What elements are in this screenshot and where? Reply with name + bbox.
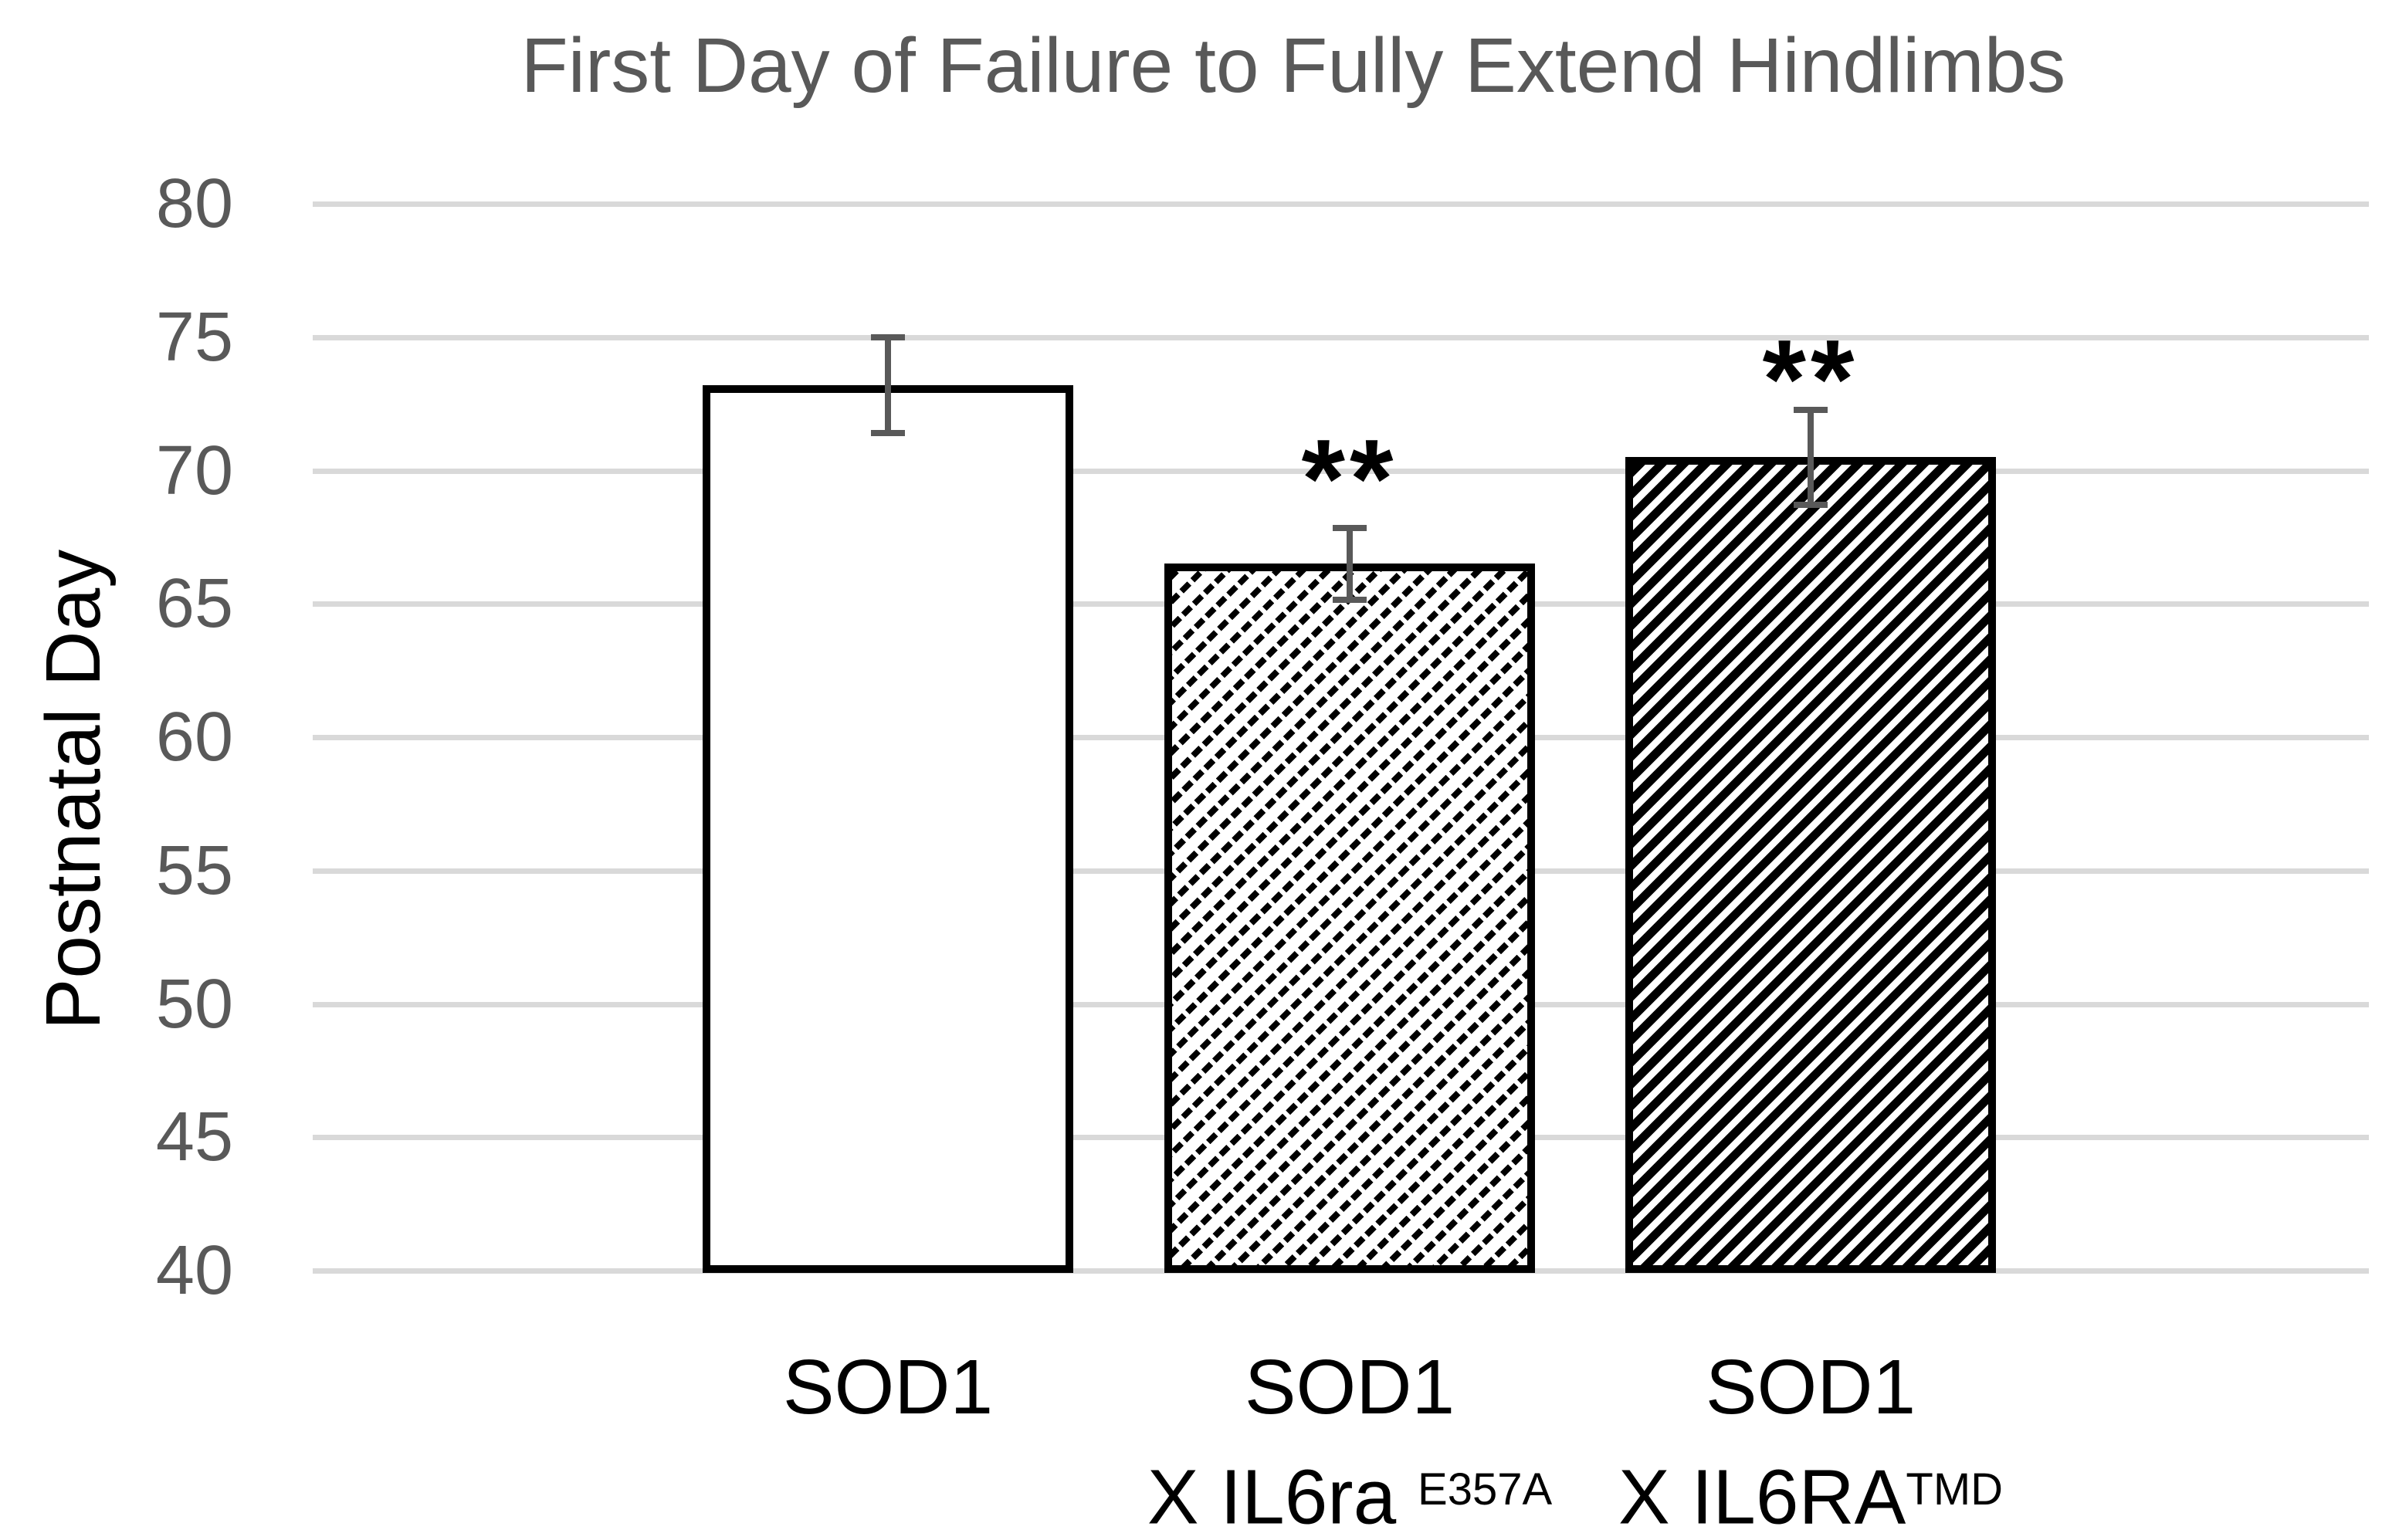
y-tick-label-70: 70 — [155, 432, 233, 509]
error-bar — [885, 334, 891, 436]
x-axis-label-line1: SOD1 — [1244, 1344, 1455, 1430]
gridline-75 — [313, 335, 2369, 340]
y-tick-label-60: 60 — [155, 699, 233, 776]
error-bar-bottom-cap — [871, 430, 905, 436]
significance-marker: ** — [1301, 416, 1398, 541]
x-axis-label-line1: SOD1 — [782, 1344, 994, 1430]
bar-sod1-x-il6ratmd — [1625, 457, 1996, 1273]
y-tick-label-80: 80 — [155, 165, 233, 242]
error-bar-top-cap — [871, 334, 905, 340]
bar-sod1 — [703, 385, 1073, 1273]
gridline-70 — [313, 469, 2369, 474]
x-axis-label-text: X IL6ra — [1147, 1454, 1418, 1540]
x-axis-label-line2: X IL6ra E357A — [971, 1445, 1728, 1540]
error-bar-top-cap — [1794, 407, 1828, 413]
x-axis-label-line2: X IL6RATMD — [1432, 1445, 2189, 1540]
gridline-80 — [313, 201, 2369, 207]
x-axis-label-line1: SOD1 — [1705, 1344, 1916, 1430]
y-tick-label-75: 75 — [155, 299, 233, 376]
bar-sod1-x-il6ra-e357a — [1164, 564, 1535, 1273]
error-bar-bottom-cap — [1794, 502, 1828, 508]
error-bar-top-cap — [1333, 525, 1367, 531]
x-axis-label-superscript: E357A — [1418, 1464, 1553, 1515]
y-tick-label-45: 45 — [155, 1098, 233, 1176]
error-bar-bottom-cap — [1333, 597, 1367, 603]
significance-marker: ** — [1762, 316, 1859, 442]
y-tick-label-65: 65 — [155, 565, 233, 642]
x-axis-label-text: X IL6RA — [1618, 1454, 1906, 1540]
error-bar — [1808, 407, 1814, 508]
y-tick-label-55: 55 — [155, 832, 233, 909]
y-tick-label-40: 40 — [155, 1232, 233, 1309]
y-tick-label-50: 50 — [155, 966, 233, 1043]
chart-title: First Day of Failure to Fully Extend Hin… — [520, 22, 2066, 109]
error-bar — [1347, 525, 1353, 603]
x-axis-label-superscript: TMD — [1906, 1464, 2004, 1515]
